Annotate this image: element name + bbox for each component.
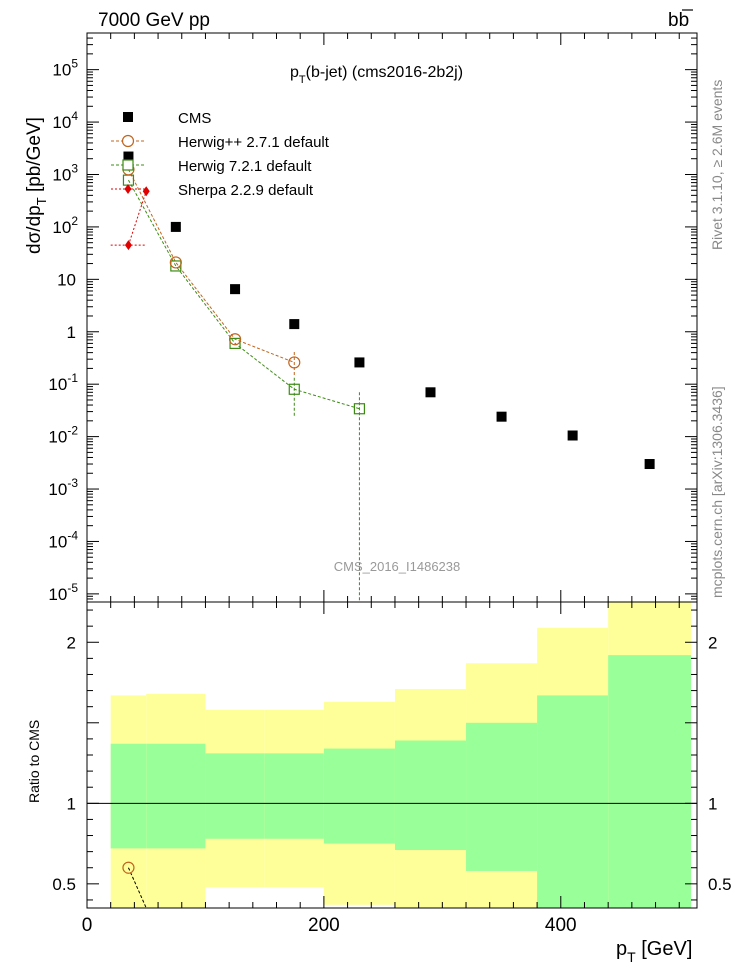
ratio-axis-title: Ratio to CMS xyxy=(26,720,42,803)
inner-band-bin xyxy=(323,748,395,844)
herwig7-line xyxy=(128,179,360,410)
main-plot-frame: 10-5 10-4 10-3 10-2 10-1 1 10 102 103 104 105 xyxy=(48,32,698,604)
ratio-herwigpp-point xyxy=(122,861,135,874)
legend-marker-herwig7 xyxy=(122,159,134,171)
y-tick-label: 104 xyxy=(52,109,78,132)
ratio-herwigpp-line xyxy=(127,867,147,909)
legend-item: Herwig 7.2.1 default xyxy=(178,158,312,175)
y-tick-label: 10-1 xyxy=(48,371,78,394)
legend-marker-herwigpp xyxy=(121,134,135,148)
y-tick-label: 10-3 xyxy=(48,476,78,499)
inner-band-bin xyxy=(466,722,538,871)
cms-point xyxy=(354,357,365,368)
y-tick-label: 105 xyxy=(52,57,78,80)
ratio-y-tick-label: 0.5 xyxy=(708,875,732,894)
y-tick-label: 10-4 xyxy=(48,528,78,551)
ratio-plot-frame: 0 200 400 0.5 0.5 1 1 2 2 xyxy=(52,601,732,936)
ratio-y-tick-label: 0.5 xyxy=(52,875,76,894)
process-label: bb xyxy=(668,10,689,31)
ratio-y-tick-label: 1 xyxy=(67,794,76,813)
y-tick-label: 103 xyxy=(52,161,78,184)
sherpa-point xyxy=(142,186,150,197)
inner-band-bin xyxy=(537,695,609,908)
inner-band-bin xyxy=(264,753,324,839)
cms-point xyxy=(170,221,181,232)
y-tick-label: 1 xyxy=(67,323,76,342)
legend-marker-cms xyxy=(123,112,133,122)
x-tick-label: 200 xyxy=(308,915,340,936)
ratio-y-tick-label: 2 xyxy=(67,633,76,652)
herwigpp-point xyxy=(228,333,242,346)
herwig7-point xyxy=(353,403,366,415)
ratio-bands xyxy=(110,602,692,908)
x-axis-title: pT [GeV] xyxy=(616,938,692,965)
ratio-series xyxy=(122,861,147,909)
herwigpp-point xyxy=(169,256,182,269)
inner-band-bin xyxy=(608,655,692,908)
cms-point xyxy=(230,284,241,295)
x-tick-label: 400 xyxy=(545,915,577,936)
inner-band-bin xyxy=(205,753,265,839)
legend: CMS Herwig++ 2.7.1 default Herwig 7.2.1 de… xyxy=(111,110,330,199)
legend-marker-sherpa xyxy=(124,184,132,194)
rivet-label: Rivet 3.1.10, ≥ 2.6M events xyxy=(709,80,725,250)
analysis-watermark: CMS_2016_I1486238 xyxy=(334,559,461,574)
herwig7-point xyxy=(288,383,300,395)
sherpa-point xyxy=(124,240,132,251)
y-tick-label: 10-2 xyxy=(48,424,78,447)
sherpa-line xyxy=(127,191,147,246)
inner-band-bin xyxy=(146,743,206,849)
inner-band-bin xyxy=(110,743,147,849)
herwig7-point xyxy=(229,337,241,349)
main-series xyxy=(110,151,655,602)
mcplots-label: mcplots.cern.ch [arXiv:1306.3436] xyxy=(709,386,725,598)
y-axis-title: dσ/dpT [pb/GeV] xyxy=(24,117,49,254)
plot-title: pT(b-jet) (cms2016-2b2j) xyxy=(290,64,463,86)
cms-point xyxy=(425,387,436,398)
inner-band-bin xyxy=(394,740,467,851)
legend-item: Herwig++ 2.7.1 default xyxy=(178,134,330,151)
energy-label: 7000 GeV pp xyxy=(98,10,210,31)
legend-item: CMS xyxy=(178,110,211,127)
ratio-y-tick-label: 1 xyxy=(708,794,717,813)
herwig7-point xyxy=(170,260,182,272)
cms-point xyxy=(567,430,578,441)
x-tick-label: 0 xyxy=(82,915,93,936)
cms-point xyxy=(289,319,300,330)
herwigpp-point xyxy=(288,356,301,369)
cms-point xyxy=(123,151,134,162)
cms-point xyxy=(496,411,507,422)
legend-item: Sherpa 2.2.9 default xyxy=(178,182,314,199)
cms-point xyxy=(644,459,655,470)
y-tick-label: 102 xyxy=(52,214,78,237)
ratio-y-tick-label: 2 xyxy=(708,633,717,652)
y-tick-label: 10 xyxy=(57,270,76,289)
herwigpp-line xyxy=(128,169,295,363)
y-tick-label: 10-5 xyxy=(48,581,78,604)
